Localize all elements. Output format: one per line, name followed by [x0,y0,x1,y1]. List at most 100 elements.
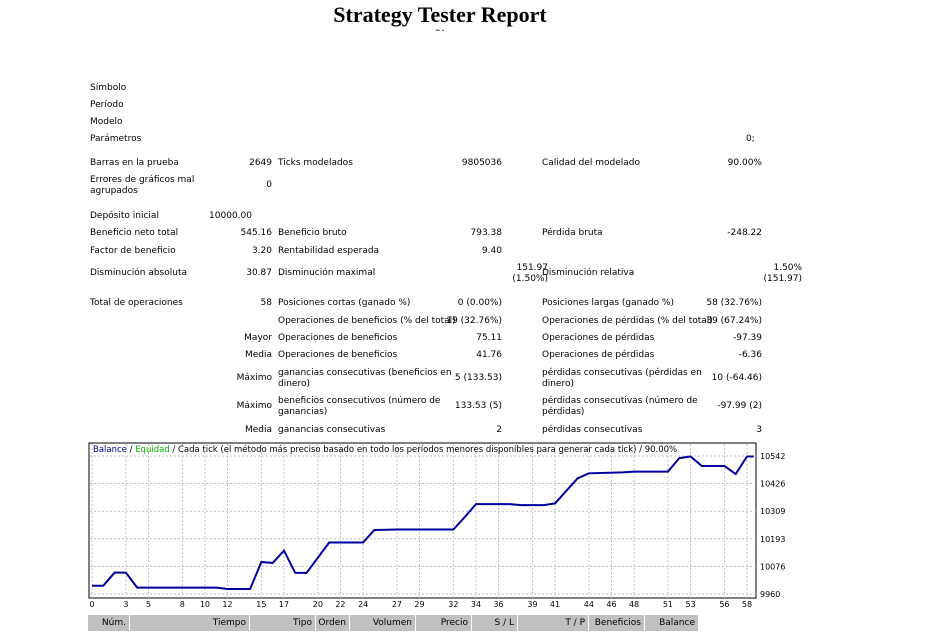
abs-dd-label: Disminución absoluta [90,268,187,278]
column-header[interactable]: Balance [645,615,699,631]
long: 58 (32.76%) [706,298,762,308]
net-label: Beneficio neto total [90,228,179,238]
avg-profit: 41.76 [476,350,502,360]
y-tick-label: 9960 [760,590,780,599]
x-tick-label: 27 [392,600,402,609]
max-cons-losses-label: pérdidas consecutivas (pérdidas en diner… [542,368,702,389]
x-tick-label: 15 [256,600,266,609]
pf: 3.20 [251,246,272,256]
avg-cons-losses-label: pérdidas consecutivas [542,425,643,435]
avg-loss-label: Operaciones de pérdidas [542,350,655,360]
payoff-label: Rentabilidad esperada [278,246,380,256]
balance-chart: Balance / Equidad / Cada tick (el método… [88,442,785,609]
gross-profit: 793.38 [470,228,503,238]
long-label: Posiciones largas (ganado %) [542,298,674,308]
largest: Mayor [244,333,272,343]
gross-profit-label: Beneficio bruto [278,228,347,238]
short-label: Posiciones cortas (ganado %) [278,298,411,308]
rel-dd: 1.50% (151.97) [763,263,802,284]
x-tick-label: 12 [222,600,232,609]
x-tick-label: 41 [550,600,560,609]
max-cons-loss-label: pérdidas consecutivas (número de pérdida… [542,396,698,417]
avg-loss: -6.36 [738,350,762,360]
ticks-label: Ticks modelados [278,158,353,168]
quality-label: Calidad del modelado [542,158,640,168]
max-cons-profit-label: beneficios consecutivos (número de ganan… [278,396,441,417]
bars: 2649 [249,158,272,168]
x-tick-label: 10 [200,600,210,609]
x-tick-label: 24 [358,600,368,609]
y-tick-label: 10426 [760,480,785,489]
column-header[interactable]: Núm. [88,615,130,631]
maximum: Máximo [236,373,272,383]
report-subtitle: ~ · [435,26,445,34]
balance-line [92,455,754,591]
model-label: Modelo [90,117,123,127]
column-header[interactable]: Tipo [250,615,316,631]
loss-trades: 39 (67.24%) [706,316,762,326]
trades: 58 [260,298,272,308]
max-cons-profit: 133.53 (5) [454,401,502,411]
maximal: Máximo [236,401,272,411]
max-cons-loss: -97.99 (2) [717,401,762,411]
quality: 90.00% [727,158,762,168]
x-tick-label: 0 [89,600,94,609]
x-tick-label: 53 [685,600,695,609]
errors: 0 [266,180,272,190]
column-header[interactable]: Volumen [350,615,416,631]
largest-profit: 75.11 [476,333,502,343]
params-label: Parámetros [90,134,142,144]
average2: Media [244,425,272,435]
x-tick-label: 20 [313,600,323,609]
chart-legend: Balance / Equidad / Cada tick (el método… [93,444,677,455]
x-tick-label: 22 [335,600,345,609]
net: 545.16 [240,228,273,238]
x-tick-label: 56 [719,600,729,609]
max-cons-wins-label: ganancias consecutivas (beneficios en di… [278,368,452,389]
y-tick-label: 10076 [760,562,785,571]
profit-trades: 19 (32.76%) [446,316,502,326]
pf-label: Factor de beneficio [90,246,176,256]
trades-label: Total de operaciones [90,298,183,308]
max-cons-losses: 10 (-64.46) [711,373,762,383]
x-tick-label: 34 [471,600,481,609]
max-cons-wins: 5 (133.53) [454,373,502,383]
payoff: 9.40 [481,246,502,256]
x-tick-label: 29 [414,600,424,609]
average: Media [244,350,272,360]
bars-label: Barras en la prueba [90,158,179,168]
avg-cons-wins-label: ganancias consecutivas [278,425,386,435]
report-title: Strategy Tester Report [333,2,547,27]
x-tick-label: 3 [123,600,128,609]
x-tick-label: 48 [629,600,639,609]
x-tick-label: 17 [279,600,289,609]
largest-profit-label: Operaciones de beneficios [278,333,398,343]
column-header[interactable]: Orden [316,615,350,631]
column-header[interactable]: T / P [518,615,589,631]
abs-dd: 30.87 [246,268,272,278]
avg-cons-wins: 2 [496,425,502,435]
x-tick-label: 5 [146,600,151,609]
column-header[interactable]: Precio [416,615,472,631]
x-tick-label: 36 [493,600,503,609]
avg-cons-losses: 3 [756,425,762,435]
y-tick-label: 10309 [760,507,785,516]
column-header[interactable]: Beneficios [589,615,645,631]
symbol-label: Símbolo [90,83,127,93]
errors-label: Errores de gráficos mal agrupados [90,175,195,196]
y-tick-label: 10542 [760,452,785,461]
deposit: 10000.00 [209,211,252,221]
column-header[interactable]: S / L [472,615,518,631]
x-tick-label: 39 [527,600,537,609]
loss-trades-label: Operaciones de pérdidas (% del total) [542,316,713,326]
largest-loss-label: Operaciones de pérdidas [542,333,655,343]
period-label: Período [90,100,124,110]
plot-frame [88,442,757,599]
gross-loss-label: Pérdida bruta [542,228,603,238]
params-value: 0; [746,134,755,144]
rel-dd-label: Disminución relativa [542,268,635,278]
column-header[interactable]: Tiempo [130,615,250,631]
largest-loss: -97.39 [732,333,762,343]
x-tick-label: 51 [663,600,673,609]
